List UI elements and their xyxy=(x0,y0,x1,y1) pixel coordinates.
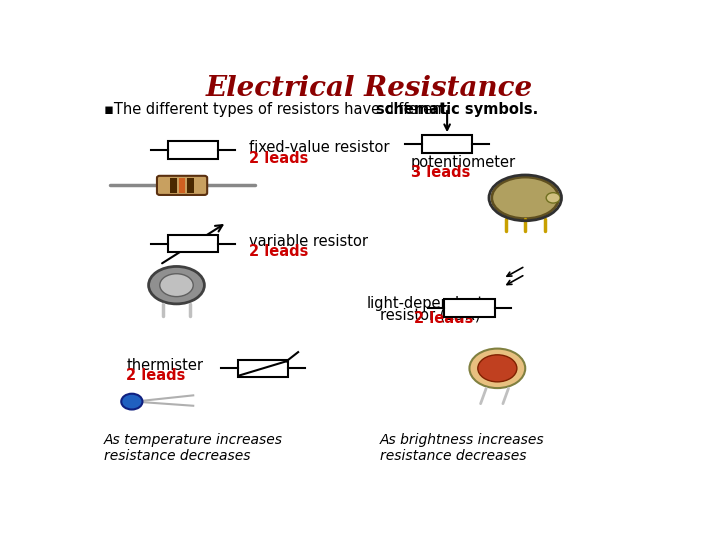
Text: ▪The different types of resistors have different: ▪The different types of resistors have d… xyxy=(104,102,452,117)
Text: As brightness increases
resistance decreases: As brightness increases resistance decre… xyxy=(380,433,545,463)
Ellipse shape xyxy=(478,355,517,382)
Text: schematic symbols.: schematic symbols. xyxy=(377,102,539,117)
Text: light-dependent: light-dependent xyxy=(366,296,483,312)
FancyBboxPatch shape xyxy=(157,176,207,195)
Bar xyxy=(422,135,472,152)
Text: As temperature increases
resistance decreases: As temperature increases resistance decr… xyxy=(104,433,283,463)
Ellipse shape xyxy=(492,177,559,219)
Text: 2 leads: 2 leads xyxy=(249,151,308,166)
Bar xyxy=(444,299,495,317)
Text: Electrical Resistance: Electrical Resistance xyxy=(205,75,533,102)
Ellipse shape xyxy=(148,266,204,304)
Text: 2 leads: 2 leads xyxy=(126,368,186,383)
Ellipse shape xyxy=(546,193,560,203)
Text: 2 leads: 2 leads xyxy=(249,245,308,259)
Text: potentiometer: potentiometer xyxy=(411,155,516,170)
Text: resistor (LDR): resistor (LDR) xyxy=(380,308,481,322)
Bar xyxy=(238,360,288,377)
Bar xyxy=(171,178,177,193)
Text: 3 leads: 3 leads xyxy=(411,165,470,180)
Text: variable resistor: variable resistor xyxy=(249,234,368,249)
Text: 2 leads: 2 leads xyxy=(413,311,473,326)
Bar xyxy=(179,178,186,193)
Text: thermister: thermister xyxy=(126,357,203,373)
Ellipse shape xyxy=(160,274,193,296)
Bar xyxy=(187,178,194,193)
Ellipse shape xyxy=(121,394,143,409)
Bar xyxy=(168,235,218,252)
Ellipse shape xyxy=(469,349,526,388)
Text: fixed-value resistor: fixed-value resistor xyxy=(249,140,390,156)
Bar xyxy=(168,141,218,159)
